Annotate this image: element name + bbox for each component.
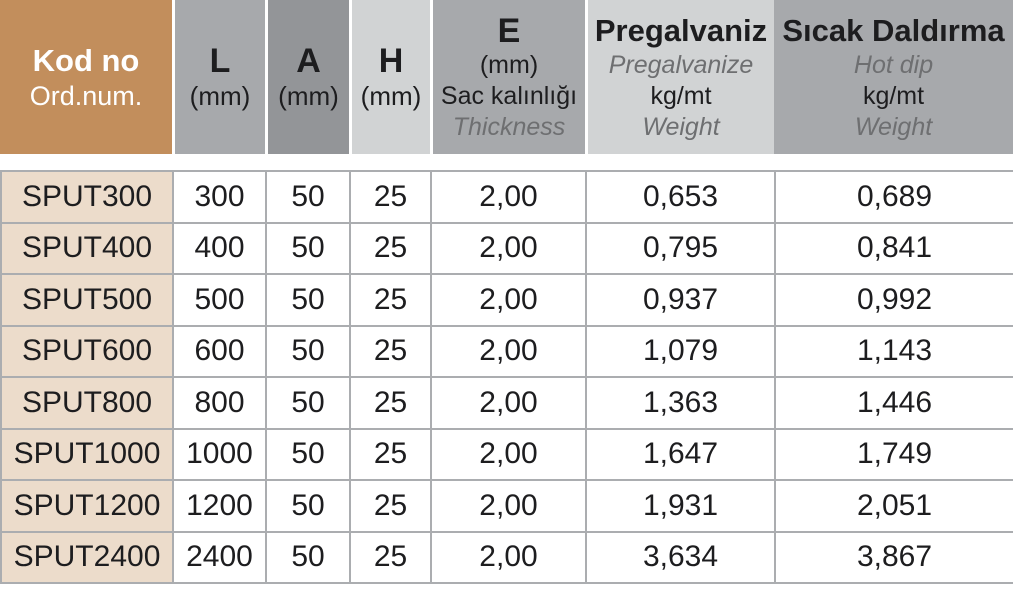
table-row: SPUT800 800 50 25 2,00 1,363 1,446: [0, 376, 1013, 430]
cell-h: 25: [349, 479, 432, 533]
cell-kod: SPUT300: [0, 170, 174, 224]
header-sicak-daldirma: Sıcak Daldırma Hot dip kg/mt Weight: [774, 0, 1013, 154]
cell-h: 25: [349, 221, 432, 275]
table-row: SPUT500 500 50 25 2,00 0,937 0,992: [0, 273, 1013, 327]
header-pre-title: Pregalvaniz: [594, 12, 768, 48]
cell-kod: SPUT400: [0, 221, 174, 275]
cell-hot: 1,143: [774, 324, 1013, 378]
cell-pre: 3,634: [585, 530, 776, 584]
header-l: L (mm): [172, 0, 265, 154]
cell-hot: 1,749: [774, 427, 1013, 481]
header-e-title: E: [497, 11, 521, 50]
header-h-unit: (mm): [360, 81, 422, 111]
cell-a: 50: [265, 427, 351, 481]
cell-l: 600: [172, 324, 267, 378]
table-row: SPUT300 300 50 25 2,00 0,653 0,689: [0, 170, 1013, 224]
header-kod-no: Kod no Ord.num.: [0, 0, 172, 154]
cell-pre: 1,363: [585, 376, 776, 430]
cell-a: 50: [265, 479, 351, 533]
table-header-row: Kod no Ord.num. L (mm) A (mm) H (mm) E (…: [0, 0, 1013, 154]
cell-h: 25: [349, 273, 432, 327]
cell-hot: 1,446: [774, 376, 1013, 430]
header-h-title: H: [378, 42, 404, 80]
cell-e: 2,00: [430, 324, 587, 378]
cell-a: 50: [265, 530, 351, 584]
cell-h: 25: [349, 170, 432, 224]
header-body-gap: [0, 154, 1013, 170]
cell-kod: SPUT800: [0, 376, 174, 430]
cell-l: 2400: [172, 530, 267, 584]
cell-a: 50: [265, 324, 351, 378]
table-body: SPUT300 300 50 25 2,00 0,653 0,689 SPUT400 400 50…: [0, 170, 1013, 584]
cell-e: 2,00: [430, 479, 587, 533]
cell-l: 300: [172, 170, 267, 224]
cell-pre: 0,795: [585, 221, 776, 275]
cell-l: 1000: [172, 427, 267, 481]
cell-h: 25: [349, 376, 432, 430]
cell-e: 2,00: [430, 273, 587, 327]
header-e-desc-en: Thickness: [452, 112, 566, 141]
cell-kod: SPUT500: [0, 273, 174, 327]
header-a-unit: (mm): [278, 81, 339, 111]
cell-hot: 0,992: [774, 273, 1013, 327]
header-a-title: A: [296, 42, 321, 80]
cell-kod: SPUT1200: [0, 479, 174, 533]
header-pre-weight: Weight: [642, 112, 720, 141]
header-e-desc-tr: Sac kalınlığı: [440, 81, 578, 110]
cell-l: 1200: [172, 479, 267, 533]
cell-pre: 1,079: [585, 324, 776, 378]
cell-hot: 3,867: [774, 530, 1013, 584]
cell-hot: 0,689: [774, 170, 1013, 224]
cell-pre: 1,647: [585, 427, 776, 481]
header-hot-title: Sıcak Daldırma: [782, 12, 1005, 48]
cell-hot: 2,051: [774, 479, 1013, 533]
cell-l: 500: [172, 273, 267, 327]
header-hot-weight: Weight: [854, 112, 933, 141]
header-kod-title: Kod no: [32, 43, 140, 78]
header-hot-subtitle: Hot dip: [853, 50, 934, 79]
spec-table: SPUT300 300 50 25 2,00 0,653 0,689 SPUT400 400 50…: [0, 170, 1013, 584]
cell-hot: 0,841: [774, 221, 1013, 275]
cell-kod: SPUT1000: [0, 427, 174, 481]
cell-h: 25: [349, 427, 432, 481]
header-pregalvaniz: Pregalvaniz Pregalvanize kg/mt Weight: [585, 0, 774, 154]
cell-a: 50: [265, 273, 351, 327]
cell-kod: SPUT600: [0, 324, 174, 378]
table-row: SPUT400 400 50 25 2,00 0,795 0,841: [0, 221, 1013, 275]
header-pre-unit: kg/mt: [650, 81, 712, 110]
cell-pre: 1,931: [585, 479, 776, 533]
table-row: SPUT1200 1200 50 25 2,00 1,931 2,051: [0, 479, 1013, 533]
cell-e: 2,00: [430, 530, 587, 584]
cell-e: 2,00: [430, 221, 587, 275]
cell-l: 800: [172, 376, 267, 430]
table-row: SPUT1000 1000 50 25 2,00 1,647 1,749: [0, 427, 1013, 481]
cell-e: 2,00: [430, 170, 587, 224]
cell-e: 2,00: [430, 376, 587, 430]
cell-h: 25: [349, 324, 432, 378]
header-a: A (mm): [265, 0, 349, 154]
header-e-thickness: E (mm) Sac kalınlığı Thickness: [430, 0, 585, 154]
header-hot-unit: kg/mt: [862, 81, 925, 110]
header-e-unit: (mm): [479, 50, 539, 79]
cell-pre: 0,653: [585, 170, 776, 224]
cell-kod: SPUT2400: [0, 530, 174, 584]
header-kod-subtitle: Ord.num.: [29, 81, 143, 111]
cell-h: 25: [349, 530, 432, 584]
cell-a: 50: [265, 376, 351, 430]
table-row: SPUT600 600 50 25 2,00 1,079 1,143: [0, 324, 1013, 378]
header-h: H (mm): [349, 0, 430, 154]
header-l-title: L: [209, 42, 231, 80]
header-pre-subtitle: Pregalvanize: [608, 50, 754, 79]
cell-e: 2,00: [430, 427, 587, 481]
cell-a: 50: [265, 170, 351, 224]
cell-pre: 0,937: [585, 273, 776, 327]
header-l-unit: (mm): [189, 81, 251, 111]
cell-l: 400: [172, 221, 267, 275]
table-row: SPUT2400 2400 50 25 2,00 3,634 3,867: [0, 530, 1013, 584]
cell-a: 50: [265, 221, 351, 275]
